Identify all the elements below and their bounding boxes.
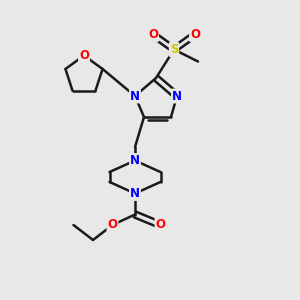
Text: S: S [170, 43, 178, 56]
Text: O: O [107, 218, 118, 232]
Text: N: N [172, 89, 182, 103]
Text: O: O [148, 28, 158, 41]
Text: N: N [130, 187, 140, 200]
Text: O: O [79, 49, 89, 62]
Text: N: N [130, 154, 140, 167]
Text: O: O [190, 28, 200, 41]
Text: O: O [155, 218, 166, 232]
Text: N: N [130, 89, 140, 103]
